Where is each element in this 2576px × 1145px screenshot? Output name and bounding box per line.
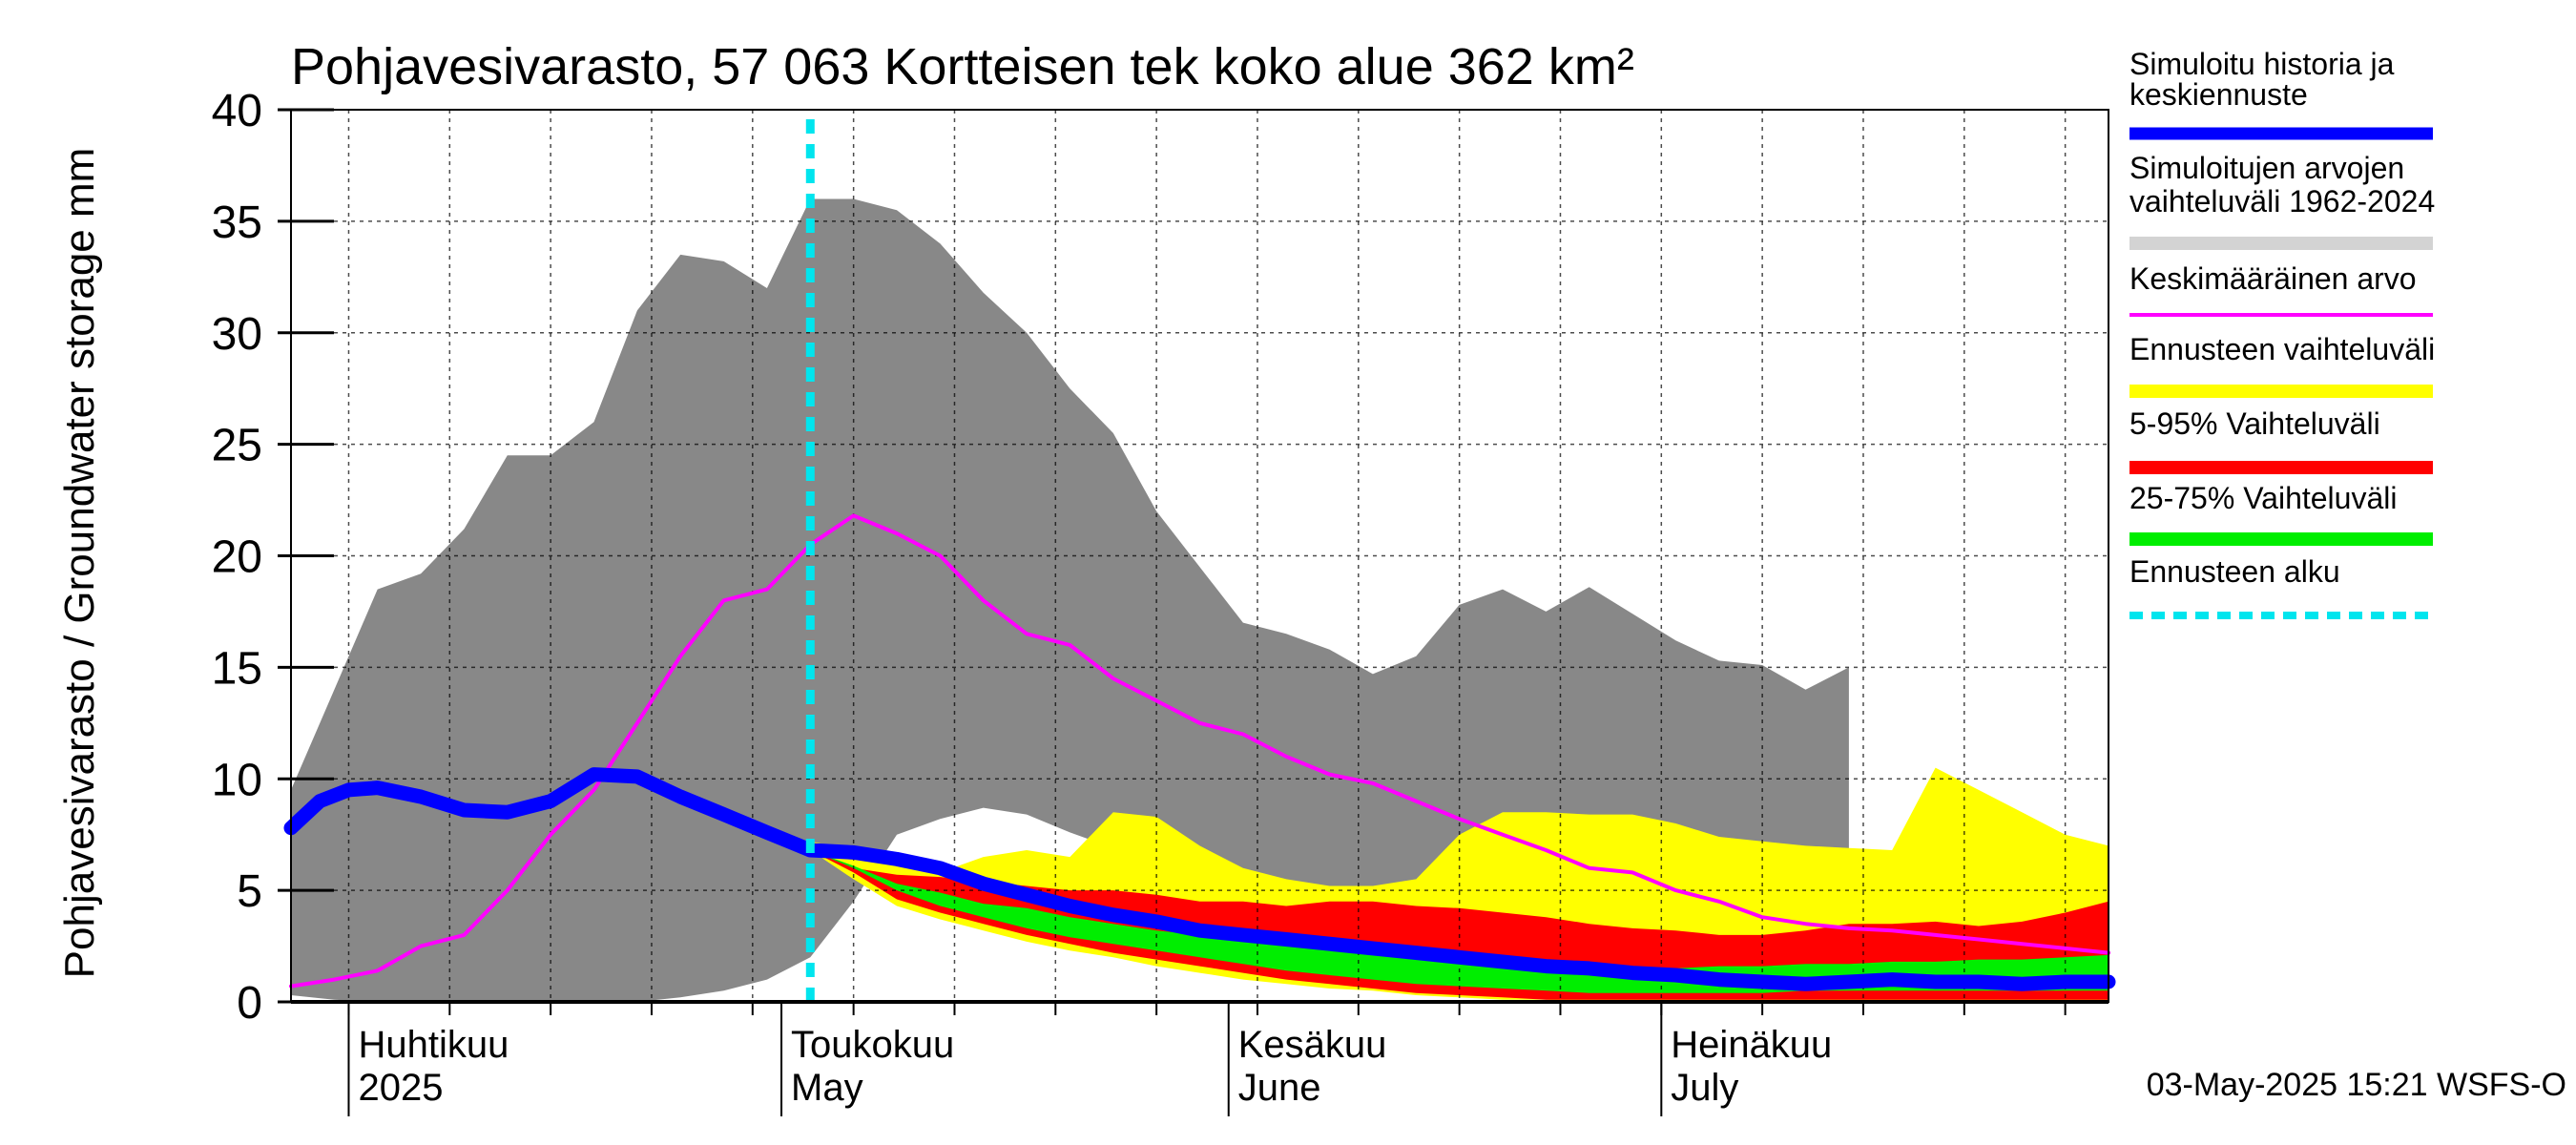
y-tick-label: 30 <box>212 309 262 360</box>
legend-label-7: Ennusteen alku <box>2129 554 2340 589</box>
footer-timestamp: 03-May-2025 15:21 WSFS-O <box>2147 1067 2566 1103</box>
chart-title: Pohjavesivarasto, 57 063 Kortteisen tek … <box>291 38 1634 95</box>
line-simuloitu-historia-ja-keskiennuste <box>283 767 2116 991</box>
x-month-sublabel: June <box>1238 1067 1321 1109</box>
y-tick-label: 0 <box>237 978 262 1029</box>
x-month-sublabel: July <box>1671 1067 1738 1109</box>
legend-label-3: Keskimääräinen arvo <box>2129 261 2417 296</box>
y-tick-label: 10 <box>212 755 262 805</box>
band-5-95-vaihteluv-li <box>810 847 2109 1000</box>
legend-label-2: vaihteluväli 1962-2024 <box>2129 184 2435 219</box>
legend-label-6: 25-75% Vaihteluväli <box>2129 481 2397 515</box>
lines-layer <box>283 119 2116 1002</box>
x-month-label: Kesäkuu <box>1238 1024 1387 1066</box>
y-tick-label: 25 <box>212 421 262 471</box>
x-month-sublabel: 2025 <box>358 1067 443 1109</box>
x-month-sublabel: May <box>791 1067 863 1109</box>
line-keskim-r-inen-arvo <box>289 513 2110 989</box>
x-month-label: Huhtikuu <box>358 1024 509 1066</box>
bands-layer <box>291 198 2109 1002</box>
axes-layer: 0510152025303540Huhtikuu2025ToukokuuMayK… <box>212 86 2109 1116</box>
y-tick-label: 20 <box>212 532 262 583</box>
legend-label-1: keskiennuste <box>2129 77 2308 112</box>
y-axis-label: Pohjavesivarasto / Groundwater storage m… <box>56 148 103 979</box>
y-tick-label: 5 <box>237 866 262 917</box>
legend-label-1: Simuloitu historia ja <box>2129 47 2395 81</box>
y-tick-label: 35 <box>212 198 262 248</box>
legend-label-2: Simuloitujen arvojen <box>2129 151 2404 185</box>
x-month-label: Toukokuu <box>791 1024 954 1066</box>
legend-label-4: Ennusteen vaihteluväli <box>2129 332 2435 366</box>
y-tick-label: 15 <box>212 643 262 694</box>
x-month-label: Heinäkuu <box>1671 1024 1832 1066</box>
legend-label-5: 5-95% Vaihteluväli <box>2129 406 2380 441</box>
y-tick-label: 40 <box>212 86 262 136</box>
